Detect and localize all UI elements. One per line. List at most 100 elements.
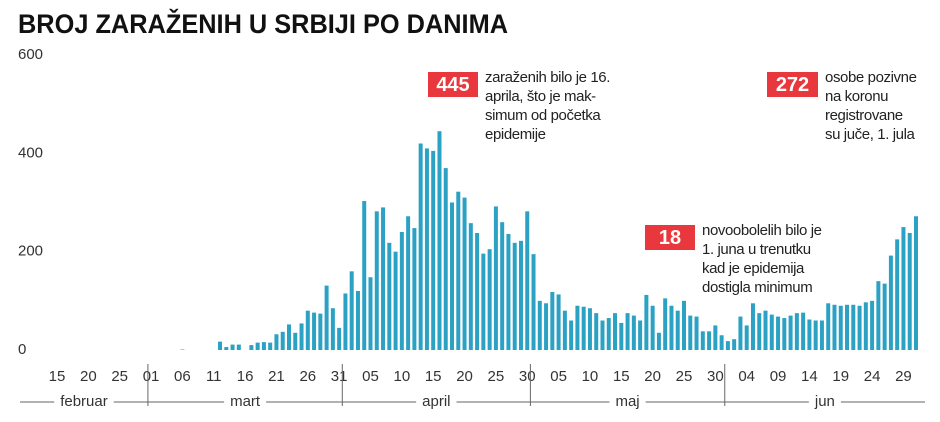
bar xyxy=(656,332,661,350)
y-tick-label: 400 xyxy=(18,144,43,161)
annotation-text: su juče, 1. jula xyxy=(825,126,916,143)
bar xyxy=(443,168,448,350)
bar xyxy=(794,313,799,350)
bar xyxy=(412,228,417,350)
x-tick-label: 15 xyxy=(613,368,630,385)
bar xyxy=(468,223,473,350)
x-tick-label: 29 xyxy=(895,368,912,385)
bar xyxy=(230,344,235,350)
bar xyxy=(857,305,862,350)
bar xyxy=(399,232,404,350)
bar xyxy=(456,191,461,350)
bar xyxy=(744,325,749,350)
bar xyxy=(224,347,229,350)
bar xyxy=(531,254,536,350)
bar xyxy=(268,342,273,350)
annotation-text: osobe pozivne xyxy=(825,69,917,86)
bar xyxy=(581,306,586,350)
x-tick-label: 20 xyxy=(80,368,97,385)
bar xyxy=(725,341,730,350)
bar xyxy=(556,294,561,350)
bar xyxy=(845,304,850,350)
bar xyxy=(418,143,423,350)
x-tick-label: 09 xyxy=(770,368,787,385)
annotation-text: dostigla minimum xyxy=(702,279,812,296)
annotation-text: zaraženih bilo je 16. xyxy=(485,69,610,86)
bar xyxy=(349,271,354,350)
annotation-text: na koronu xyxy=(825,88,888,105)
annotation-value: 18 xyxy=(659,227,681,249)
bar xyxy=(813,320,818,350)
y-tick-label: 600 xyxy=(18,46,43,63)
annotation-value: 445 xyxy=(436,74,469,96)
bar xyxy=(819,320,824,350)
bar xyxy=(424,148,429,350)
bar xyxy=(776,316,781,350)
bar xyxy=(669,305,674,350)
bar xyxy=(525,211,530,350)
x-tick-label: 19 xyxy=(832,368,849,385)
bar xyxy=(876,281,881,350)
bar xyxy=(286,324,291,350)
bar xyxy=(368,277,373,350)
x-tick-label: 01 xyxy=(143,368,160,385)
bar xyxy=(631,315,636,350)
bar xyxy=(305,310,310,350)
bar xyxy=(732,339,737,350)
bar xyxy=(750,303,755,350)
bar xyxy=(255,342,260,350)
bar xyxy=(613,313,618,350)
bar xyxy=(450,202,455,350)
bar xyxy=(218,341,223,350)
chart-title: BROJ ZARAŽENIH U SRBIJI PO DANIMA xyxy=(18,8,508,39)
bar xyxy=(738,316,743,350)
bar xyxy=(882,283,887,350)
bar xyxy=(600,320,605,350)
bar xyxy=(550,291,555,350)
annotation-text: kad je epidemija xyxy=(702,260,805,277)
x-tick-label: 05 xyxy=(550,368,567,385)
x-tick-label: 31 xyxy=(331,368,348,385)
bar xyxy=(863,302,868,350)
bar xyxy=(888,255,893,350)
bar xyxy=(788,315,793,350)
x-tick-label: 04 xyxy=(738,368,755,385)
x-tick-label: 11 xyxy=(206,368,222,385)
bar xyxy=(801,312,806,350)
bar xyxy=(544,303,549,350)
bar xyxy=(901,227,906,350)
annotation-text: registrovane xyxy=(825,107,903,124)
bar xyxy=(506,233,511,350)
bar xyxy=(638,320,643,350)
bar xyxy=(437,131,442,350)
x-tick-label: 26 xyxy=(299,368,316,385)
bar xyxy=(406,216,411,350)
y-tick-label: 200 xyxy=(18,243,43,260)
bar xyxy=(650,305,655,350)
bar xyxy=(475,232,480,350)
bar xyxy=(293,332,298,350)
x-tick-label: 16 xyxy=(237,368,254,385)
bar xyxy=(719,335,724,350)
x-tick-label: 05 xyxy=(362,368,379,385)
month-label: mart xyxy=(230,393,261,410)
bar xyxy=(663,298,668,350)
bar xyxy=(832,304,837,350)
month-label: maj xyxy=(615,393,639,410)
annotation-box xyxy=(645,225,695,250)
x-tick-label: 20 xyxy=(456,368,473,385)
bar xyxy=(493,206,498,350)
x-tick-label: 10 xyxy=(582,368,599,385)
bar xyxy=(807,319,812,350)
x-tick-label: 30 xyxy=(707,368,724,385)
bar xyxy=(274,334,279,350)
x-tick-label: 25 xyxy=(676,368,693,385)
bar xyxy=(324,285,329,350)
bar xyxy=(907,232,912,350)
bar xyxy=(249,345,254,350)
bar xyxy=(362,201,367,350)
bar xyxy=(393,251,398,350)
bar xyxy=(694,316,699,350)
annotation-text: epidemije xyxy=(485,126,546,143)
bar xyxy=(330,308,335,350)
